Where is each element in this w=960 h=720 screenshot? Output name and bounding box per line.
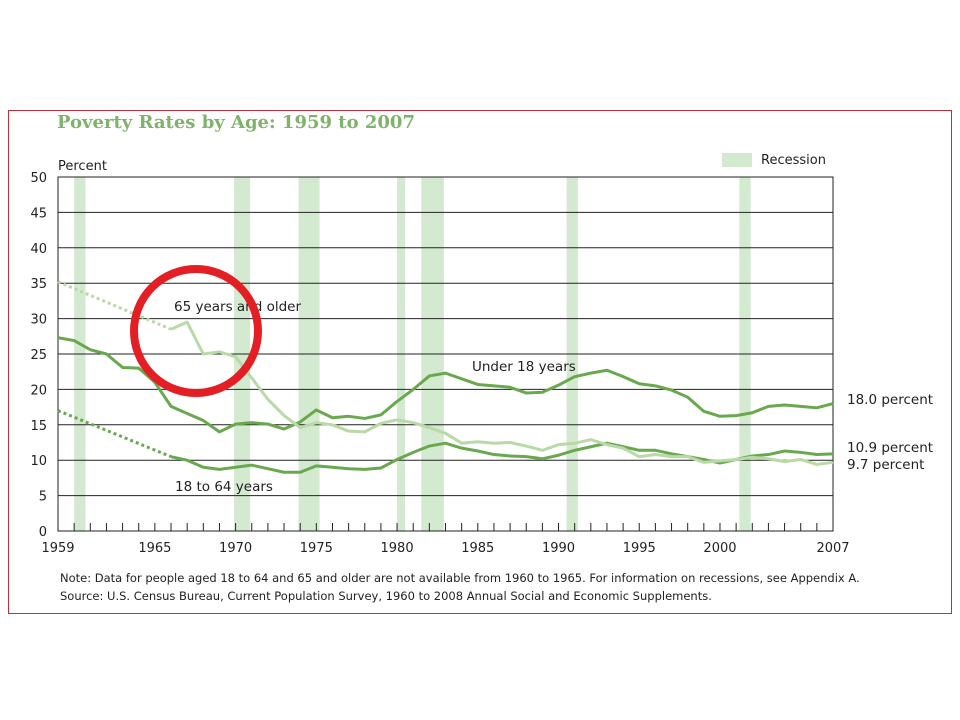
chart-source: Source: U.S. Census Bureau, Current Popu… [60,589,712,603]
legend-label: Recession [761,153,826,168]
x-tick-label: 1980 [381,541,414,556]
x-tick-label: 1995 [623,541,656,556]
series-line [170,320,834,466]
chart-title: Poverty Rates by Age: 1959 to 2007 [57,112,415,133]
highlight-circle [130,265,262,397]
legend-swatch [722,153,752,167]
series-end-label: 10.9 percent [847,440,933,456]
y-tick-label: 30 [30,313,47,328]
y-tick-label: 25 [30,348,47,363]
x-tick-label: 2007 [816,541,849,556]
y-tick-label: 0 [39,525,47,540]
x-tick-label: 1965 [138,541,171,556]
y-tick-label: 10 [30,454,47,469]
x-tick-label: 1975 [300,541,333,556]
y-tick-label: 40 [30,242,47,257]
series-inline-label: Under 18 years [472,359,576,375]
y-axis-label: Percent [58,159,107,174]
y-tick-label: 5 [39,490,47,505]
series-end-label: 9.7 percent [847,457,924,473]
x-tick-label: 1985 [461,541,494,556]
x-tick-label: 1959 [41,541,74,556]
y-tick-label: 20 [30,383,47,398]
series-line [170,441,834,474]
chart-frame [8,110,952,614]
y-tick-label: 45 [30,206,47,221]
series-end-label: 18.0 percent [847,392,933,408]
y-tick-label: 50 [30,171,47,186]
y-tick-label: 35 [30,277,47,292]
x-tick-label: 1990 [542,541,575,556]
x-tick-label: 1970 [219,541,252,556]
series-dashed-line [57,409,172,459]
chart-note: Note: Data for people aged 18 to 64 and … [60,571,860,585]
series-inline-label: 65 years and older [174,299,301,315]
y-tick-label: 15 [30,419,47,434]
series-line [57,336,834,434]
x-tick-label: 2000 [703,541,736,556]
series-inline-label: 18 to 64 years [175,479,273,495]
series-dashed-line [57,280,172,331]
